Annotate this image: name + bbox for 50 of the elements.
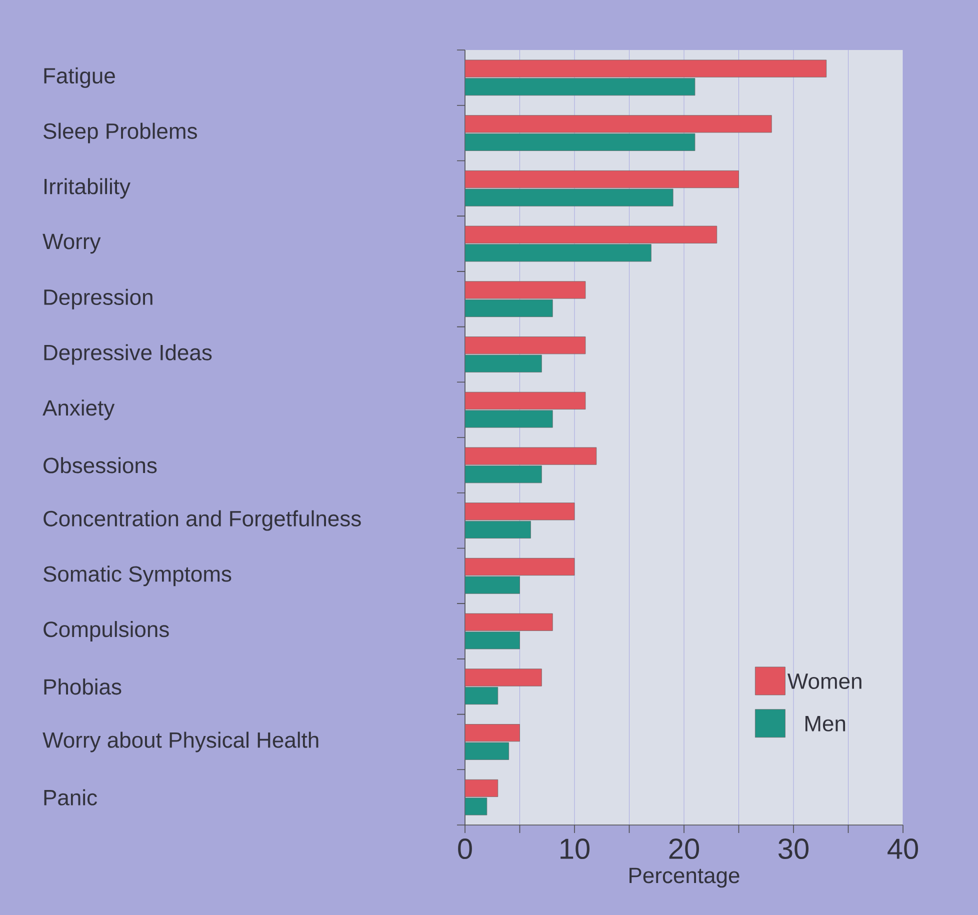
legend-label: Women — [787, 674, 862, 690]
bar — [465, 281, 586, 299]
bar — [465, 60, 827, 78]
y-tick-label: Worry about Physical Health — [42, 732, 318, 752]
bar — [465, 354, 542, 372]
legend-label: Men — [805, 716, 846, 732]
bar — [465, 115, 772, 133]
bar — [465, 742, 509, 760]
bar — [465, 779, 498, 797]
bar — [465, 299, 553, 318]
bar — [465, 668, 542, 686]
bar — [465, 520, 531, 538]
bar — [465, 170, 739, 188]
bar — [465, 133, 696, 151]
y-tick-label: Concentration and Forgetfulness — [44, 510, 361, 531]
bar — [465, 686, 498, 705]
bar — [465, 798, 488, 816]
bar — [465, 613, 553, 631]
bar — [465, 558, 575, 576]
y-tick-label: Anxiety — [42, 400, 115, 420]
bar — [465, 576, 520, 594]
x-tick-label: 40 — [888, 838, 918, 860]
y-tick-label: Worry — [42, 234, 101, 254]
x-axis-title: Percentage — [630, 868, 740, 888]
y-tick-label: Panic — [44, 789, 97, 806]
bar — [465, 466, 542, 484]
bar — [465, 724, 520, 742]
x-tick-label: 0 — [458, 838, 472, 860]
bar — [465, 447, 597, 465]
bar — [465, 244, 652, 262]
x-tick-label: 20 — [669, 838, 699, 860]
y-tick-label: Sleep Problems — [44, 122, 197, 144]
bar — [465, 226, 718, 244]
bar — [465, 392, 586, 410]
bar — [465, 336, 586, 354]
y-tick-label: Obsessions — [44, 457, 157, 474]
x-tick-label: 30 — [778, 838, 808, 860]
y-tick-label: Phobias — [44, 678, 122, 695]
bar — [465, 502, 575, 520]
bar — [465, 78, 696, 96]
y-tick-label: Depressive Ideas — [44, 344, 212, 365]
bar — [465, 632, 520, 650]
bar — [465, 188, 674, 206]
y-tick-label: Fatigue — [44, 67, 115, 88]
y-tick-label: Depression — [44, 288, 152, 310]
y-tick-label: Irritability — [44, 178, 130, 199]
bar — [465, 410, 553, 428]
y-tick-label: Compulsions — [44, 621, 169, 642]
y-tick-label: Somatic Symptoms — [44, 566, 232, 586]
x-tick-label: 10 — [560, 838, 590, 860]
